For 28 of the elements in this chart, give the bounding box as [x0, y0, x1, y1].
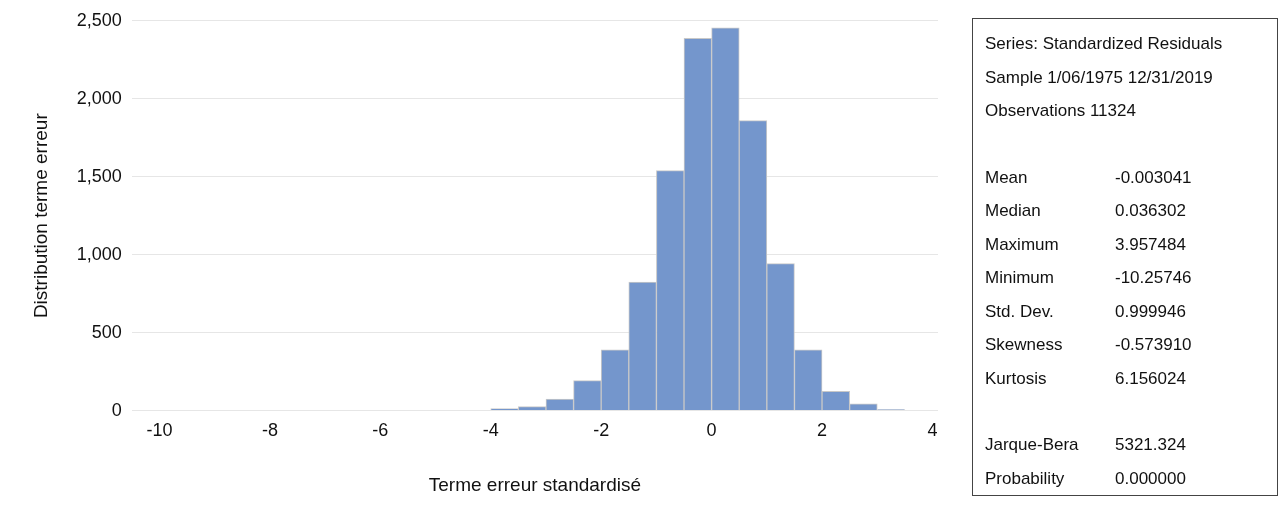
- x-axis-title: Terme erreur standardisé: [428, 473, 642, 495]
- text: Median 0.036302: [985, 201, 1186, 220]
- x-tick-label: -8: [261, 420, 278, 441]
- text: Observations 11324: [985, 100, 1137, 122]
- text: Probability 0.000000: [985, 468, 1186, 488]
- x-tick-label: -4: [482, 420, 499, 441]
- text: Sample 1/06/1975 12/31/2019: [985, 66, 1214, 89]
- x-tick-label: 4: [927, 420, 938, 441]
- y-tick-label: 2,000: [76, 87, 122, 108]
- text: Kurtosis 6.156024: [985, 368, 1186, 388]
- x-tick-label: 2: [817, 420, 828, 441]
- y-tick-label: 0: [111, 399, 122, 420]
- text: Series: Standardized Residuals: [985, 33, 1224, 55]
- y-tick-label: 2,500: [76, 9, 122, 30]
- x-tick-label: -10: [146, 420, 173, 441]
- x-tick-label: -2: [593, 420, 610, 441]
- x-tick-label: -6: [372, 420, 389, 441]
- text: Maximum 3.957484: [985, 234, 1186, 254]
- y-tick-label: 1,500: [76, 165, 122, 186]
- text: Mean -0.003041: [985, 167, 1192, 187]
- y-axis-title: Distribution terme erreur: [29, 112, 51, 319]
- text: Minimum -10.25746: [985, 268, 1192, 287]
- y-tick-label: 1,000: [76, 243, 122, 264]
- text: Jarque-Bera 5321.324: [985, 435, 1186, 454]
- y-tick-label: 500: [91, 321, 122, 342]
- x-tick-label: 0: [706, 420, 717, 441]
- text: Skewness -0.573910: [985, 335, 1192, 354]
- text: Std. Dev. 0.999946: [985, 301, 1186, 321]
